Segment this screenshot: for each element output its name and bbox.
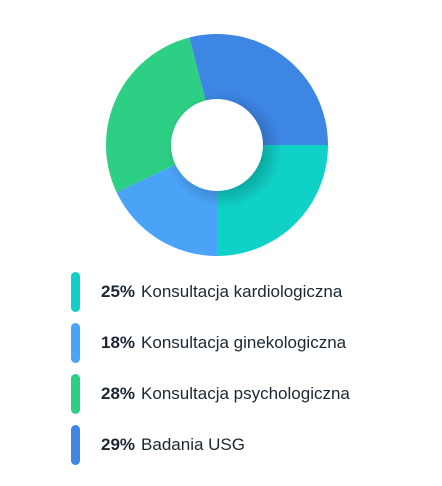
legend-text: 25% Konsultacja kardiologiczna: [101, 282, 342, 302]
legend-item-kardiologiczna: 25% Konsultacja kardiologiczna: [71, 272, 431, 312]
legend-item-psychologiczna: 28% Konsultacja psychologiczna: [71, 374, 431, 414]
legend-percent: 28%: [101, 384, 136, 403]
legend-label: Konsultacja kardiologiczna: [141, 282, 343, 301]
donut-hole: [171, 99, 263, 191]
legend-percent: 18%: [101, 333, 136, 352]
legend-label: Konsultacja psychologiczna: [141, 384, 350, 403]
legend-item-ginekologiczna: 18% Konsultacja ginekologiczna: [71, 323, 431, 363]
legend-swatch: [71, 272, 80, 312]
legend-swatch: [71, 374, 80, 414]
legend-label: Badania USG: [141, 435, 245, 454]
legend-item-usg: 29% Badania USG: [71, 425, 431, 465]
legend-percent: 29%: [101, 435, 136, 454]
legend-percent: 25%: [101, 282, 136, 301]
legend-text: 29% Badania USG: [101, 435, 245, 455]
chart-legend: 25% Konsultacja kardiologiczna 18% Konsult…: [71, 272, 431, 476]
legend-swatch: [71, 425, 80, 465]
legend-text: 28% Konsultacja psychologiczna: [101, 384, 350, 404]
legend-swatch: [71, 323, 80, 363]
legend-text: 18% Konsultacja ginekologiczna: [101, 333, 346, 353]
legend-label: Konsultacja ginekologiczna: [141, 333, 347, 352]
